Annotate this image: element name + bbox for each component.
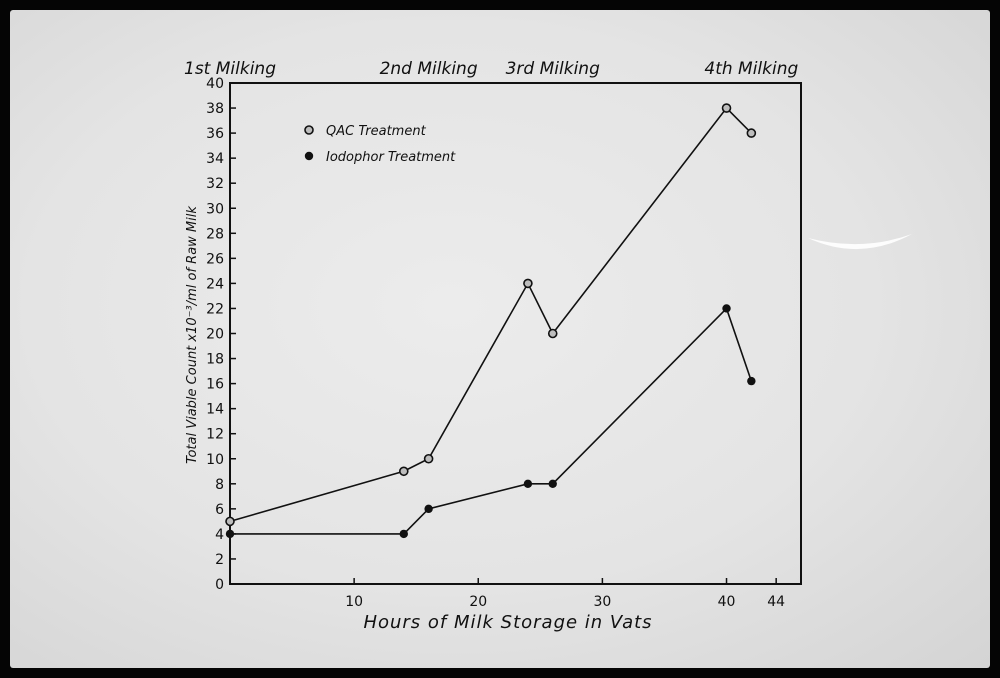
data-point: [548, 479, 557, 488]
data-point: [423, 453, 434, 464]
series-layer: [225, 103, 757, 539]
y-axis-label: Total Viable Count x10⁻³/ml of Raw Milk: [185, 206, 200, 464]
y-tick-label: 24: [206, 276, 224, 292]
x-axis-label: Hours of Milk Storage in Vats: [363, 612, 652, 633]
y-tick-label: 16: [206, 377, 224, 393]
y-tick-label: 12: [206, 427, 224, 443]
milking-label: 2nd Milking: [380, 59, 478, 79]
data-point: [747, 376, 756, 386]
x-axis-ticks: 10 20 30 40 44: [345, 578, 785, 610]
milking-label: 4th Milking: [704, 59, 798, 79]
data-point: [398, 466, 409, 477]
y-tick-label: 32: [206, 176, 224, 192]
y-tick-label: 38: [206, 101, 224, 117]
y-tick-label: 34: [206, 151, 224, 167]
y-tick-label: 36: [206, 126, 224, 142]
y-tick-label: 40: [206, 76, 224, 92]
data-point: [225, 516, 235, 527]
y-tick-label: 6: [215, 502, 224, 518]
y-tick-label: 26: [206, 251, 224, 267]
y-tick-label: 20: [206, 327, 224, 343]
milking-label: 1st Milking: [184, 59, 276, 79]
data-point: [399, 529, 408, 539]
y-tick-label: 22: [206, 301, 224, 317]
series-line: [229, 106, 752, 523]
data-point: [746, 128, 757, 138]
y-tick-label: 18: [206, 352, 224, 368]
data-point: [547, 328, 558, 339]
legend-marker: [304, 151, 314, 161]
legend-marker: [304, 125, 314, 135]
x-tick-label: 44: [767, 594, 785, 610]
glare-reflection: [808, 234, 912, 250]
data-point: [523, 278, 533, 289]
y-tick-label: 14: [206, 402, 224, 418]
y-tick-label: 10: [206, 452, 224, 468]
data-point: [424, 504, 433, 514]
series-line: [230, 306, 753, 535]
data-point: [225, 529, 235, 539]
y-tick-label: 8: [215, 477, 224, 493]
x-tick-label: 10: [345, 594, 363, 610]
series-1: [225, 304, 756, 539]
y-tick-label: 30: [206, 201, 224, 217]
x-tick-label: 20: [469, 594, 487, 610]
milking-label: 3rd Milking: [506, 59, 600, 79]
data-point: [523, 479, 533, 488]
y-tick-label: 4: [215, 527, 224, 543]
legend-label: QAC Treatment: [326, 124, 427, 139]
legend-label: Iodophor Treatment: [326, 150, 456, 165]
series-0: [225, 103, 757, 527]
data-point: [722, 304, 731, 313]
x-tick-label: 40: [718, 594, 736, 610]
photo-slide-background: [10, 10, 990, 668]
milking-annotations: 1st Milking 2nd Milking 3rd Milking 4th Mil…: [184, 59, 799, 79]
data-point: [721, 103, 732, 113]
y-tick-label: 0: [215, 577, 224, 593]
y-tick-label: 28: [206, 226, 224, 242]
y-tick-label: 2: [215, 552, 224, 568]
legend: QAC Treatment Iodophor Treatment: [304, 124, 456, 165]
plot-area-frame: [229, 82, 802, 585]
x-tick-label: 30: [593, 594, 611, 610]
